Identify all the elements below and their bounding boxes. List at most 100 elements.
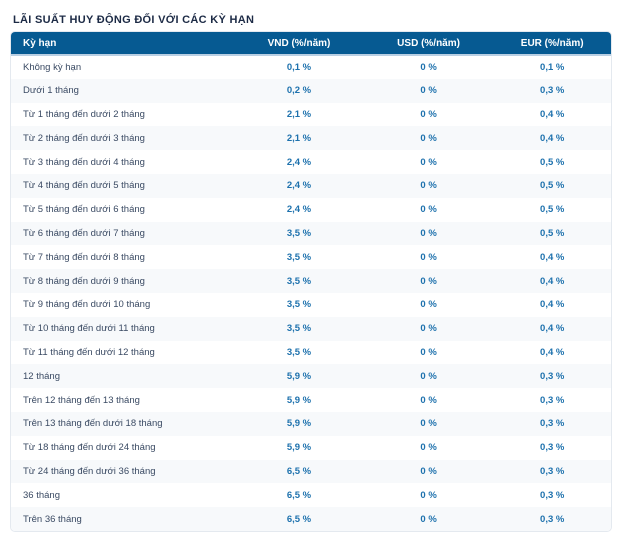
vnd-value-cell: 6,5 % <box>286 489 312 501</box>
table-row: Từ 2 tháng đến dưới 3 tháng 2,1 % 0 % 0,4 % <box>11 126 611 151</box>
usd-value-cell: 0 % <box>420 513 437 525</box>
eur-value-cell: 0,3 % <box>540 442 565 454</box>
table-row: 12 tháng 5,9 % 0 % 0,3 % <box>11 364 611 389</box>
usd-value-cell: 0 % <box>420 204 437 216</box>
vnd-value-cell: 2,4 % <box>286 180 312 192</box>
vnd-value-cell: 2,4 % <box>286 204 312 216</box>
term-cell: Từ 7 tháng đến dưới 8 tháng <box>23 251 145 263</box>
vnd-value-cell: 5,9 % <box>286 370 312 382</box>
eur-value-cell: 0,3 % <box>540 370 565 382</box>
page-title: LÃI SUẤT HUY ĐỘNG ĐỐI VỚI CÁC KỲ HẠN <box>13 14 255 27</box>
term-cell: Trên 13 tháng đến dưới 18 tháng <box>23 418 163 430</box>
eur-value-cell: 0,4 % <box>540 108 565 120</box>
eur-value-cell: 0,3 % <box>540 394 565 406</box>
table-row: Dưới 1 tháng 0,2 % 0 % 0,3 % <box>11 78 611 103</box>
table-row: Trên 12 tháng đến 13 tháng 5,9 % 0 % 0,3 % <box>11 388 611 412</box>
eur-value-cell: 0,4 % <box>540 275 565 287</box>
term-cell: Từ 1 tháng đến dưới 2 tháng <box>23 108 145 120</box>
vnd-value-cell: 5,9 % <box>286 418 312 430</box>
usd-value-cell: 0 % <box>420 108 437 120</box>
eur-value-cell: 0,4 % <box>540 346 565 358</box>
usd-value-cell: 0 % <box>420 370 437 382</box>
table-row: Từ 1 tháng đến dưới 2 tháng 2,1 % 0 % 0,4 % <box>11 102 611 127</box>
column-header-term: Kỳ hạn <box>11 32 235 56</box>
vnd-value-cell: 2,4 % <box>286 156 312 168</box>
usd-value-cell: 0 % <box>420 180 437 192</box>
vnd-value-cell: 3,5 % <box>286 251 312 263</box>
table-row: Từ 24 tháng đến dưới 36 tháng 6,5 % 0 % 0,3… <box>11 459 611 484</box>
term-cell: 12 tháng <box>23 370 60 382</box>
table-row: Từ 6 tháng đến dưới 7 tháng 3,5 % 0 % 0,5 % <box>11 221 611 246</box>
usd-value-cell: 0 % <box>420 394 437 406</box>
eur-value-cell: 0,3 % <box>540 489 565 501</box>
rate-table-container: Kỳ hạn VND (%/năm) USD (%/năm) EUR (%/nă… <box>10 31 612 532</box>
eur-value-cell: 0,5 % <box>540 180 565 192</box>
term-cell: Không kỳ hạn <box>23 61 82 73</box>
term-cell: 36 tháng <box>23 489 60 501</box>
usd-value-cell: 0 % <box>420 489 437 501</box>
usd-value-cell: 0 % <box>420 132 437 144</box>
column-header-eur: EUR (%/năm) <box>493 32 611 56</box>
term-cell: Từ 8 tháng đến dưới 9 tháng <box>23 275 145 287</box>
table-row: Trên 36 tháng 6,5 % 0 % 0,3 % <box>11 507 611 531</box>
table-row: Từ 18 tháng đến dưới 24 tháng 5,9 % 0 % 0,3… <box>11 435 611 460</box>
table-row: Từ 9 tháng đến dưới 10 tháng 3,5 % 0 % 0,4 … <box>11 292 611 317</box>
eur-value-cell: 0,4 % <box>540 299 565 311</box>
term-cell: Từ 5 tháng đến dưới 6 tháng <box>23 204 145 216</box>
table-row: Không kỳ hạn 0,1 % 0 % 0,1 % <box>11 55 611 79</box>
term-cell: Từ 3 tháng đến dưới 4 tháng <box>23 156 145 168</box>
vnd-value-cell: 6,5 % <box>286 465 312 477</box>
table-row: Từ 4 tháng đến dưới 5 tháng 2,4 % 0 % 0,5 % <box>11 173 611 198</box>
term-cell: Từ 2 tháng đến dưới 3 tháng <box>23 132 145 144</box>
eur-value-cell: 0,3 % <box>540 85 565 97</box>
rate-table-body: Không kỳ hạn 0,1 % 0 % 0,1 % Dưới 1 tháng 0,2… <box>11 55 611 531</box>
table-row: Từ 5 tháng đến dưới 6 tháng 2,4 % 0 % 0,5 % <box>11 197 611 222</box>
vnd-value-cell: 3,5 % <box>286 275 312 287</box>
term-cell: Dưới 1 tháng <box>23 85 79 97</box>
usd-value-cell: 0 % <box>420 418 437 430</box>
usd-value-cell: 0 % <box>420 323 437 335</box>
eur-value-cell: 0,3 % <box>540 465 565 477</box>
term-cell: Từ 9 tháng đến dưới 10 tháng <box>23 299 151 311</box>
vnd-value-cell: 2,1 % <box>286 132 312 144</box>
term-cell: Từ 4 tháng đến dưới 5 tháng <box>23 180 145 192</box>
vnd-value-cell: 3,5 % <box>286 227 312 239</box>
vnd-value-cell: 3,5 % <box>286 299 312 311</box>
table-row: Từ 8 tháng đến dưới 9 tháng 3,5 % 0 % 0,4 % <box>11 269 611 293</box>
term-cell: Từ 10 tháng đến dưới 11 tháng <box>23 323 155 335</box>
vnd-value-cell: 0,2 % <box>286 85 312 97</box>
vnd-value-cell: 3,5 % <box>286 323 312 335</box>
column-header-usd: USD (%/năm) <box>363 32 494 56</box>
eur-value-cell: 0,3 % <box>540 418 565 430</box>
table-row: Từ 10 tháng đến dưới 11 tháng 3,5 % 0 % 0,4… <box>11 316 611 341</box>
usd-value-cell: 0 % <box>420 61 437 73</box>
rate-table: Kỳ hạn VND (%/năm) USD (%/năm) EUR (%/nă… <box>11 32 611 531</box>
usd-value-cell: 0 % <box>420 227 437 239</box>
eur-value-cell: 0,5 % <box>540 156 565 168</box>
header-row: Kỳ hạn VND (%/năm) USD (%/năm) EUR (%/nă… <box>11 32 611 56</box>
usd-value-cell: 0 % <box>420 156 437 168</box>
vnd-value-cell: 3,5 % <box>286 346 312 358</box>
vnd-value-cell: 5,9 % <box>286 442 312 454</box>
term-cell: Từ 24 tháng đến dưới 36 tháng <box>23 465 156 477</box>
usd-value-cell: 0 % <box>420 251 437 263</box>
rate-table-header: Kỳ hạn VND (%/năm) USD (%/năm) EUR (%/nă… <box>11 32 611 56</box>
table-row: 36 tháng 6,5 % 0 % 0,3 % <box>11 483 611 508</box>
usd-value-cell: 0 % <box>420 442 437 454</box>
usd-value-cell: 0 % <box>420 346 437 358</box>
eur-value-cell: 0,4 % <box>540 251 565 263</box>
table-row: Từ 7 tháng đến dưới 8 tháng 3,5 % 0 % 0,4 % <box>11 245 611 270</box>
usd-value-cell: 0 % <box>420 275 437 287</box>
vnd-value-cell: 2,1 % <box>286 108 312 120</box>
eur-value-cell: 0,4 % <box>540 323 565 335</box>
usd-value-cell: 0 % <box>420 85 437 97</box>
table-row: Từ 3 tháng đến dưới 4 tháng 2,4 % 0 % 0,5 % <box>11 150 611 174</box>
table-row: Trên 13 tháng đến dưới 18 tháng 5,9 % 0 % 0… <box>11 411 611 436</box>
term-cell: Từ 11 tháng đến dưới 12 tháng <box>23 346 155 358</box>
term-cell: Trên 12 tháng đến 13 tháng <box>23 394 140 406</box>
eur-value-cell: 0,5 % <box>540 227 565 239</box>
vnd-value-cell: 0,1 % <box>286 61 312 73</box>
usd-value-cell: 0 % <box>420 465 437 477</box>
eur-value-cell: 0,3 % <box>540 513 565 525</box>
vnd-value-cell: 6,5 % <box>286 513 312 525</box>
